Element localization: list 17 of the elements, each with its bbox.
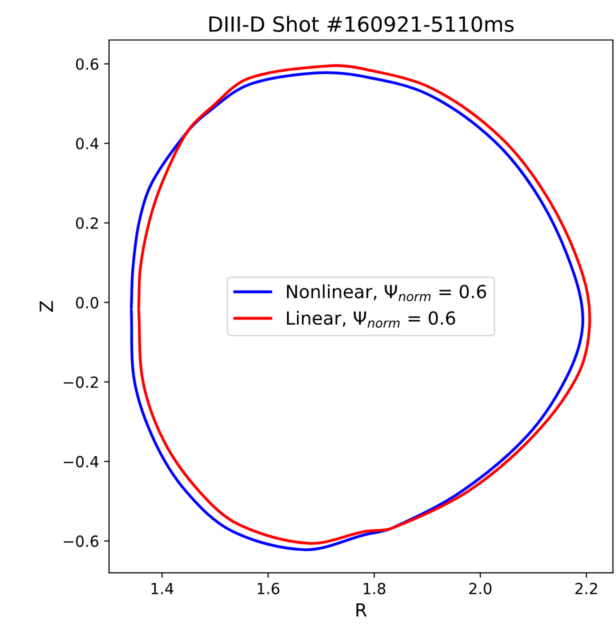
y-tick-label: 0.0	[76, 296, 98, 308]
x-tick-label: 2.0	[469, 582, 492, 594]
x-tick-label: 1.8	[364, 582, 386, 594]
y-tick-label: −0.4	[64, 456, 98, 468]
legend-label: Linear, Ψ$_{norm}$ = 0.6	[287, 310, 456, 328]
y-tick-label: −0.2	[64, 376, 98, 388]
y-tick-label: 0.2	[76, 217, 98, 229]
y-tick-label: −0.6	[64, 535, 98, 547]
chart-title: DIII-D Shot #160921-5110ms	[209, 16, 514, 32]
x-tick-label: 1.4	[152, 582, 174, 594]
x-tick-label: 2.2	[575, 582, 598, 594]
y-tick-label: 0.6	[76, 58, 98, 70]
legend-label: Nonlinear, Ψ$_{norm}$ = 0.6	[287, 284, 486, 302]
y-axis-title: Z	[40, 301, 53, 312]
x-tick-label: 1.6	[258, 582, 280, 594]
y-tick-label: 0.4	[76, 138, 98, 150]
x-axis-title: R	[356, 603, 367, 617]
